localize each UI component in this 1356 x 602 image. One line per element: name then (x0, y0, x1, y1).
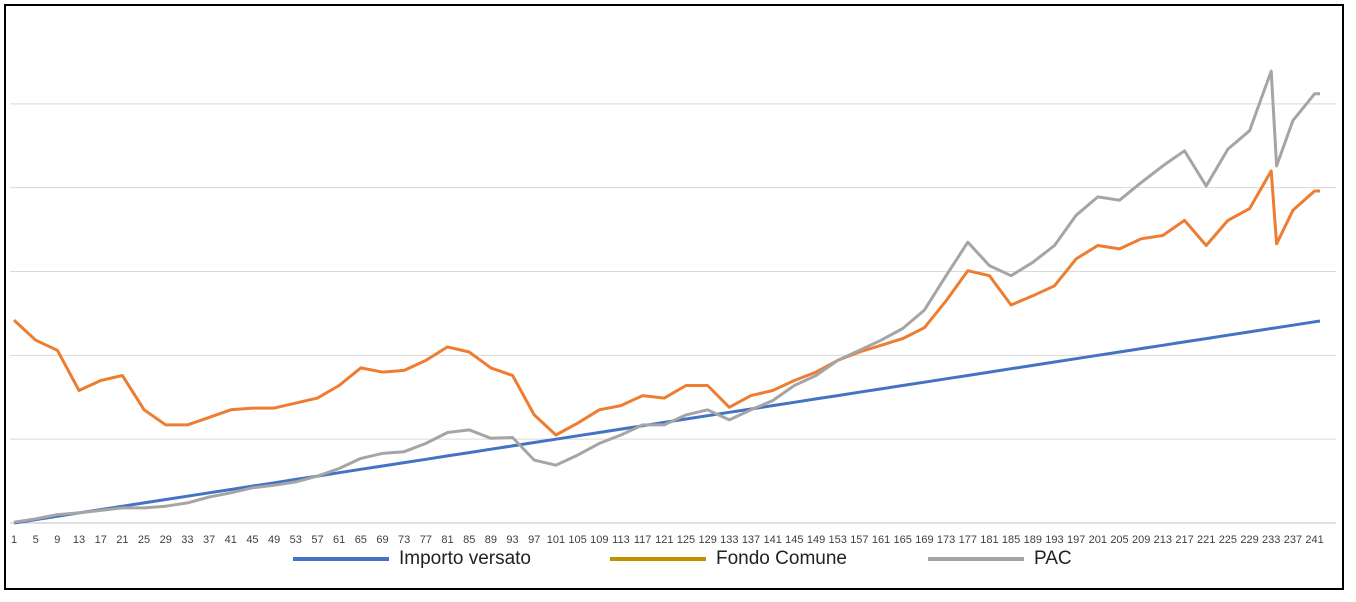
x-tick-label: 17 (95, 534, 107, 546)
legend-label: Importo versato (399, 548, 531, 569)
x-tick-label: 193 (1045, 534, 1063, 546)
x-tick-label: 77 (420, 534, 432, 546)
x-tick-label: 45 (246, 534, 258, 546)
x-tick-label: 109 (590, 534, 608, 546)
x-tick-label: 97 (528, 534, 540, 546)
x-tick-label: 229 (1240, 534, 1258, 546)
x-tick-label: 9 (54, 534, 60, 546)
x-tick-label: 209 (1132, 534, 1150, 546)
x-tick-label: 125 (677, 534, 695, 546)
x-tick-label: 53 (290, 534, 302, 546)
x-tick-label: 25 (138, 534, 150, 546)
x-tick-label: 33 (181, 534, 193, 546)
x-tick-label: 157 (850, 534, 868, 546)
x-tick-label: 129 (698, 534, 716, 546)
x-tick-label: 233 (1262, 534, 1280, 546)
x-tick-label: 201 (1089, 534, 1107, 546)
legend-label: PAC (1034, 548, 1072, 569)
line-series (13, 69, 1320, 524)
x-tick-label: 149 (807, 534, 825, 546)
x-tick-label: 137 (742, 534, 760, 546)
x-tick-label: 177 (959, 534, 977, 546)
x-tick-label: 89 (485, 534, 497, 546)
x-tick-label: 1 (11, 534, 17, 546)
legend-label: Fondo Comune (716, 548, 847, 569)
x-tick-label: 241 (1305, 534, 1323, 546)
x-tick-label: 181 (980, 534, 998, 546)
x-tick-label: 113 (612, 534, 630, 546)
x-tick-label: 217 (1175, 534, 1193, 546)
x-tick-label: 225 (1219, 534, 1237, 546)
x-tick-label: 101 (547, 534, 565, 546)
x-tick-label: 145 (785, 534, 803, 546)
x-tick-label: 69 (376, 534, 388, 546)
x-tick-label: 133 (720, 534, 738, 546)
x-tick-label: 37 (203, 534, 215, 546)
x-tick-label: 169 (915, 534, 933, 546)
x-tick-label: 117 (634, 534, 652, 546)
x-tick-label: 13 (73, 534, 85, 546)
x-tick-label: 153 (829, 534, 847, 546)
line-series (13, 319, 1321, 525)
x-tick-label: 161 (872, 534, 890, 546)
x-tick-label: 49 (268, 534, 280, 546)
x-tick-label: 73 (398, 534, 410, 546)
x-tick-label: 185 (1002, 534, 1020, 546)
x-tick-label: 197 (1067, 534, 1085, 546)
x-tick-label: 237 (1284, 534, 1302, 546)
x-tick-label: 41 (225, 534, 237, 546)
x-tick-label: 93 (506, 534, 518, 546)
x-tick-label: 29 (160, 534, 172, 546)
x-tick-label: 121 (655, 534, 673, 546)
x-tick-label: 221 (1197, 534, 1215, 546)
x-tick-label: 57 (311, 534, 323, 546)
x-tick-label: 61 (333, 534, 345, 546)
x-tick-label: 173 (937, 534, 955, 546)
x-tick-label: 65 (355, 534, 367, 546)
chart-border (4, 4, 1344, 590)
line-series (12, 169, 1320, 437)
x-tick-label: 21 (116, 534, 128, 546)
x-tick-label: 165 (894, 534, 912, 546)
x-tick-label: 189 (1024, 534, 1042, 546)
x-tick-label: 85 (463, 534, 475, 546)
x-tick-label: 213 (1154, 534, 1172, 546)
x-tick-label: 5 (33, 534, 39, 546)
x-tick-label: 205 (1110, 534, 1128, 546)
x-tick-label: 105 (568, 534, 586, 546)
x-tick-label: 81 (441, 534, 453, 546)
x-tick-label: 141 (763, 534, 781, 546)
